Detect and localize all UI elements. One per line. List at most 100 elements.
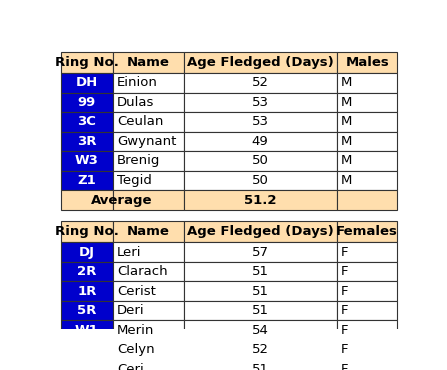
Bar xyxy=(184,340,337,359)
Text: Celyn: Celyn xyxy=(117,343,155,356)
Text: W2: W2 xyxy=(75,343,99,356)
Text: Males: Males xyxy=(345,56,389,69)
Bar xyxy=(184,190,337,210)
Text: W1: W1 xyxy=(75,324,99,337)
Text: Name: Name xyxy=(127,225,170,238)
Text: M: M xyxy=(341,115,352,128)
Bar xyxy=(337,320,397,340)
Text: Merin: Merin xyxy=(117,324,155,337)
Bar xyxy=(113,51,184,73)
Bar xyxy=(113,93,184,112)
Text: F: F xyxy=(341,324,349,337)
Text: 49: 49 xyxy=(252,135,269,148)
Bar xyxy=(61,190,113,210)
Bar xyxy=(113,301,184,320)
Bar xyxy=(113,151,184,171)
Text: M: M xyxy=(341,155,352,168)
Bar xyxy=(61,151,113,171)
Bar xyxy=(113,112,184,132)
Text: M: M xyxy=(341,96,352,109)
Bar xyxy=(184,132,337,151)
Bar xyxy=(61,93,113,112)
Text: F: F xyxy=(341,363,349,370)
Bar xyxy=(61,359,113,370)
Bar xyxy=(337,171,397,190)
Text: Name: Name xyxy=(127,56,170,69)
Text: Leri: Leri xyxy=(117,246,142,259)
Bar xyxy=(184,73,337,93)
Text: M: M xyxy=(341,174,352,187)
Bar xyxy=(184,171,337,190)
Bar xyxy=(337,242,397,262)
Text: 3C: 3C xyxy=(77,115,96,128)
Text: W3: W3 xyxy=(75,155,99,168)
Bar xyxy=(113,221,184,242)
Text: 50: 50 xyxy=(252,174,269,187)
Bar xyxy=(337,51,397,73)
Text: F: F xyxy=(341,304,349,317)
Bar xyxy=(113,262,184,281)
Text: Z0: Z0 xyxy=(77,363,96,370)
Bar xyxy=(184,221,337,242)
Bar xyxy=(337,221,397,242)
Bar xyxy=(337,359,397,370)
Bar xyxy=(184,151,337,171)
Text: Clarach: Clarach xyxy=(117,265,168,278)
Bar xyxy=(113,171,184,190)
Bar xyxy=(113,281,184,301)
Bar xyxy=(61,262,113,281)
Text: 51: 51 xyxy=(252,363,269,370)
Text: 53: 53 xyxy=(252,115,269,128)
Text: 1R: 1R xyxy=(77,285,97,297)
Text: Ceulan: Ceulan xyxy=(117,115,164,128)
Text: 51: 51 xyxy=(252,285,269,297)
Text: 5R: 5R xyxy=(77,304,97,317)
Bar xyxy=(184,320,337,340)
Bar xyxy=(113,359,184,370)
Bar xyxy=(337,262,397,281)
Text: 50: 50 xyxy=(252,155,269,168)
Text: 51: 51 xyxy=(252,304,269,317)
Text: M: M xyxy=(341,135,352,148)
Text: Age Fledged (Days): Age Fledged (Days) xyxy=(187,225,333,238)
Bar xyxy=(184,262,337,281)
Bar xyxy=(184,301,337,320)
Text: Einion: Einion xyxy=(117,77,158,90)
Text: 52: 52 xyxy=(252,343,269,356)
Text: Average: Average xyxy=(92,194,153,206)
Bar xyxy=(61,242,113,262)
Bar xyxy=(184,359,337,370)
Bar xyxy=(113,73,184,93)
Text: 52: 52 xyxy=(252,77,269,90)
Bar xyxy=(337,190,397,210)
Bar xyxy=(113,340,184,359)
Bar xyxy=(61,340,113,359)
Bar xyxy=(184,242,337,262)
Bar xyxy=(61,112,113,132)
Bar xyxy=(184,281,337,301)
Bar xyxy=(61,221,113,242)
Bar xyxy=(337,301,397,320)
Bar xyxy=(337,132,397,151)
Text: Females: Females xyxy=(336,225,398,238)
Text: Brenig: Brenig xyxy=(117,155,160,168)
Bar xyxy=(61,132,113,151)
Text: M: M xyxy=(341,77,352,90)
Bar xyxy=(184,93,337,112)
Bar xyxy=(61,281,113,301)
Text: DH: DH xyxy=(76,77,98,90)
Text: Z1: Z1 xyxy=(77,174,96,187)
Bar xyxy=(61,171,113,190)
Text: Ring No.: Ring No. xyxy=(55,56,119,69)
Text: Gwynant: Gwynant xyxy=(117,135,177,148)
Bar xyxy=(184,51,337,73)
Text: DJ: DJ xyxy=(79,246,95,259)
Text: 2R: 2R xyxy=(77,265,97,278)
Text: 53: 53 xyxy=(252,96,269,109)
Text: Cerist: Cerist xyxy=(117,285,156,297)
Text: F: F xyxy=(341,285,349,297)
Bar xyxy=(113,320,184,340)
Bar xyxy=(337,93,397,112)
Bar xyxy=(337,151,397,171)
Text: 3R: 3R xyxy=(77,135,97,148)
